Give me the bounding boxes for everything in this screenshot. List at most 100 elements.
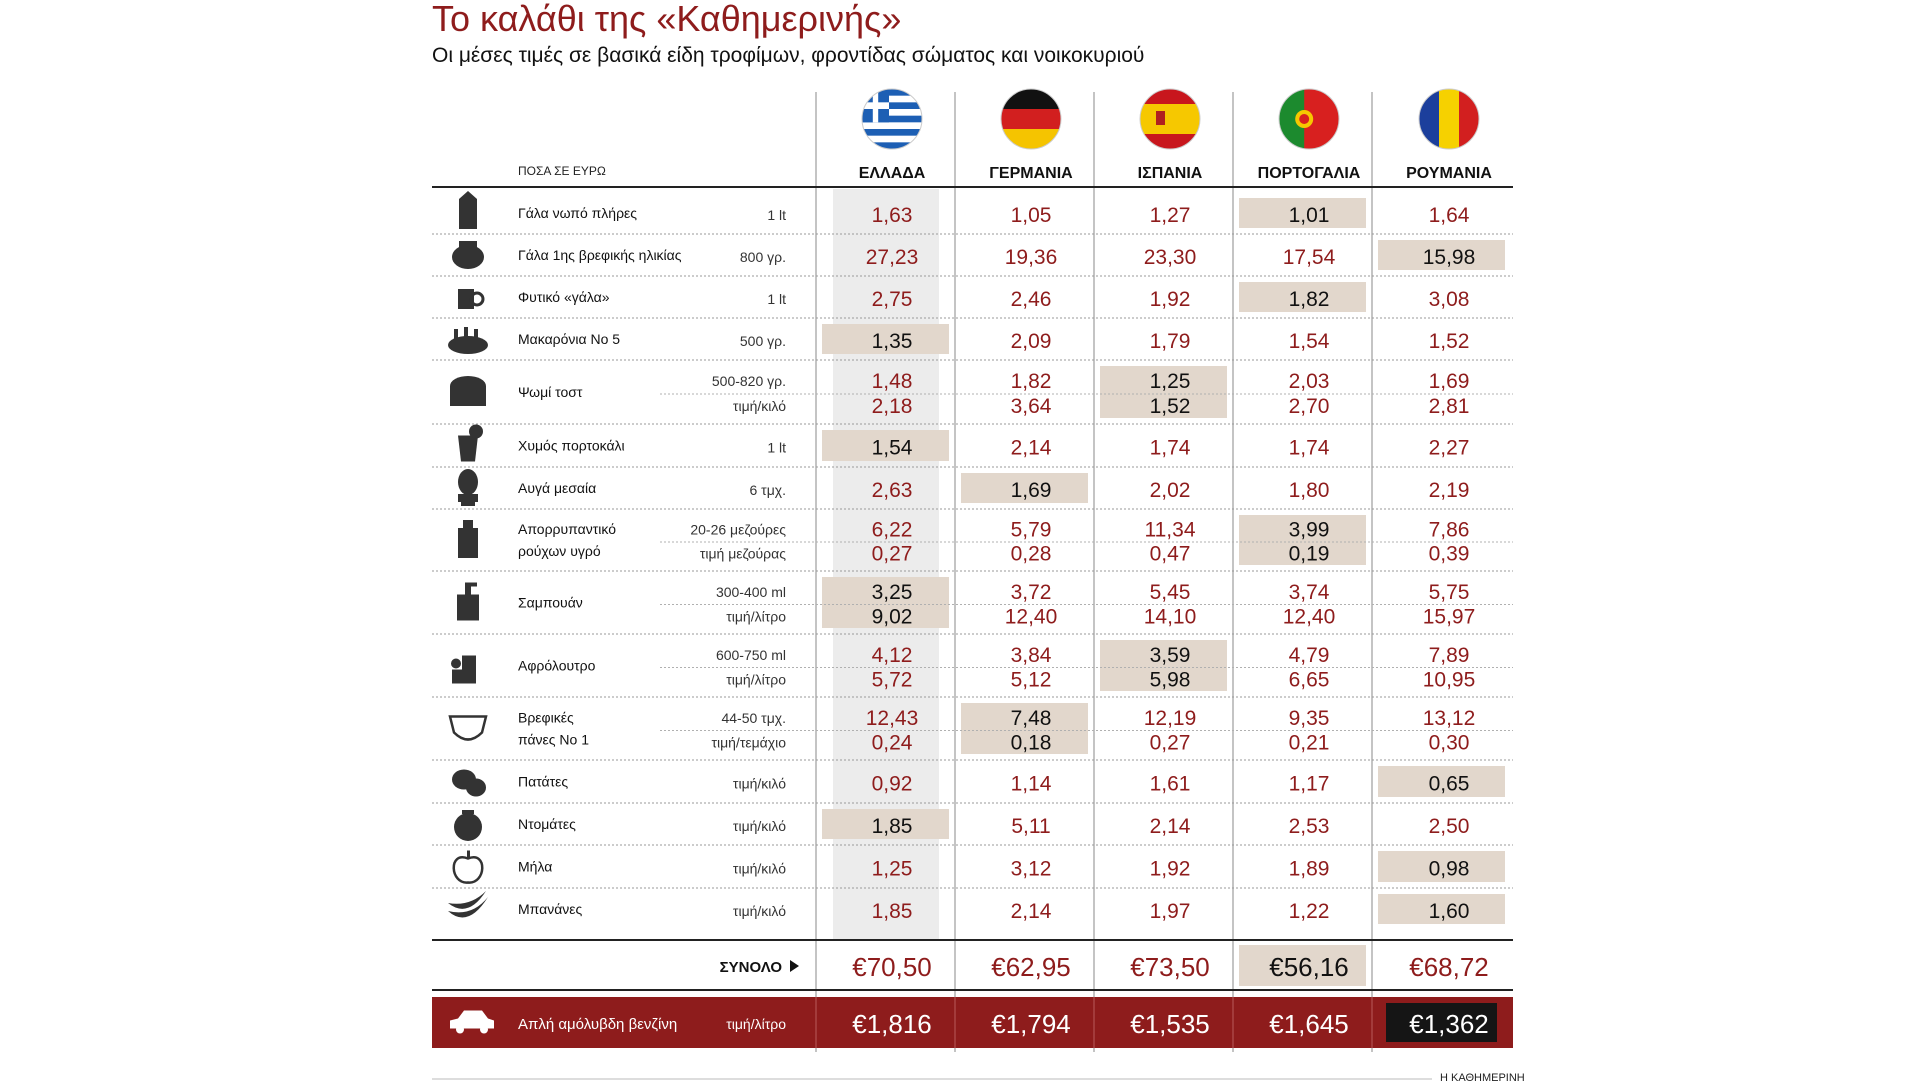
lowest-price-highlight xyxy=(1239,515,1366,565)
price-value: 1,25 xyxy=(872,858,913,881)
unit-label: τιμή μεζούρας xyxy=(700,546,786,562)
price-value: 2,63 xyxy=(872,479,913,502)
lowest-price-highlight xyxy=(1239,282,1366,312)
product-name: Γάλα νωπό πλήρες xyxy=(518,205,637,221)
price-value: 12,40 xyxy=(1005,605,1058,628)
price-value: 3,08 xyxy=(1429,288,1470,311)
price-value: 1,27 xyxy=(1150,204,1191,227)
price-value: 2,19 xyxy=(1429,479,1470,502)
unit-label: 44-50 τμχ. xyxy=(721,710,786,726)
diaper-icon xyxy=(448,715,488,741)
unit-label: τιμή/κιλό xyxy=(733,818,786,834)
price-value: 1,74 xyxy=(1150,437,1191,460)
total-value: €62,95 xyxy=(991,952,1071,982)
price-value: 1,60 xyxy=(1429,900,1470,923)
lowest-price-highlight xyxy=(1378,894,1505,924)
unit-label: 600-750 ml xyxy=(716,647,786,663)
price-value: 5,45 xyxy=(1150,581,1191,604)
price-value: 5,72 xyxy=(872,668,913,691)
lowest-price-highlight xyxy=(961,703,1088,754)
spain-flag-icon xyxy=(1139,88,1201,150)
country-name-1: ΓΕΡΜΑΝΙΑ xyxy=(989,165,1073,182)
egg-icon xyxy=(458,469,478,506)
unit-label: τιμή/λίτρο xyxy=(726,608,786,624)
price-value: 2,27 xyxy=(1429,437,1470,460)
price-value: 0,65 xyxy=(1429,773,1470,796)
unit-label: 20-26 μεζούρες xyxy=(690,521,786,537)
price-value: 1,05 xyxy=(1011,204,1052,227)
product-name: Μήλα xyxy=(518,859,552,875)
milk-carton-icon xyxy=(459,191,477,229)
shower-gel-icon xyxy=(451,655,476,684)
banana-icon xyxy=(448,891,488,918)
price-value: 19,36 xyxy=(1005,246,1058,269)
portugal-flag-icon xyxy=(1278,88,1340,150)
price-value: 27,23 xyxy=(866,246,919,269)
unit-label: 500-820 γρ. xyxy=(712,373,786,389)
lowest-price-highlight xyxy=(1239,198,1366,228)
price-value: 1,14 xyxy=(1011,773,1052,796)
price-value: 1,63 xyxy=(872,204,913,227)
price-value: 1,80 xyxy=(1289,479,1330,502)
price-value: 2,02 xyxy=(1150,479,1191,502)
unit-label: 800 γρ. xyxy=(740,249,786,265)
product-name: Μακαρόνια Νο 5 xyxy=(518,331,620,347)
germany-flag-icon xyxy=(1000,88,1062,150)
lowest-price-highlight xyxy=(1378,851,1505,882)
product-name: Σαμπουάν xyxy=(518,595,583,611)
unit-label: τιμή/κιλό xyxy=(733,398,786,414)
product-name: Απορρυπαντικό xyxy=(518,521,616,537)
product-name: Ντομάτες xyxy=(518,816,576,832)
lowest-price-highlight xyxy=(822,809,949,839)
fuel-lowest-highlight xyxy=(1386,1003,1497,1042)
price-value: 2,14 xyxy=(1011,900,1052,923)
price-value: 3,59 xyxy=(1150,644,1191,667)
price-value: 1,82 xyxy=(1011,370,1052,393)
price-value: 2,81 xyxy=(1429,395,1470,418)
unit-label: 300-400 ml xyxy=(716,584,786,600)
price-value: 1,92 xyxy=(1150,288,1191,311)
romania-flag-icon xyxy=(1418,88,1480,150)
product-name: Φυτικό «γάλα» xyxy=(518,289,610,305)
price-value: 3,99 xyxy=(1289,518,1330,541)
fuel-unit: τιμή/λίτρο xyxy=(726,1016,786,1032)
price-value: 5,75 xyxy=(1429,581,1470,604)
lowest-price-highlight xyxy=(822,577,949,628)
tomato-icon xyxy=(454,810,482,841)
unit-label: τιμή/κιλό xyxy=(733,903,786,919)
lowest-price-highlight xyxy=(822,324,949,354)
unit-label: τιμή/λίτρο xyxy=(726,671,786,687)
price-value: 1,52 xyxy=(1150,395,1191,418)
price-value: 1,54 xyxy=(872,437,913,460)
total-value: €73,50 xyxy=(1130,952,1210,982)
car-icon xyxy=(450,1010,494,1034)
price-value: 0,19 xyxy=(1289,543,1330,566)
chart-subtitle: Οι μέσες τιμές σε βασικά είδη τροφίμων, … xyxy=(432,44,1145,67)
price-value: 5,12 xyxy=(1011,668,1052,691)
price-value: 1,69 xyxy=(1429,370,1470,393)
product-name: πάνες Νο 1 xyxy=(518,732,589,748)
fuel-value: €1,362 xyxy=(1409,1009,1489,1039)
price-value: 1,61 xyxy=(1150,773,1191,796)
price-value: 12,43 xyxy=(866,707,919,730)
product-name: Πατάτες xyxy=(518,774,568,790)
chart-title: Το καλάθι της «Καθημερινής» xyxy=(432,0,902,39)
fuel-band xyxy=(432,997,1513,1048)
price-value: 12,19 xyxy=(1144,707,1197,730)
lowest-price-highlight xyxy=(1378,240,1505,270)
price-value: 0,27 xyxy=(1150,731,1191,754)
price-value: 2,09 xyxy=(1011,330,1052,353)
greece-flag-icon xyxy=(861,88,923,150)
source-credit: Η ΚΑΘΗΜΕΡΙΝΗ xyxy=(1440,1072,1525,1084)
country-name-2: ΙΣΠΑΝΙΑ xyxy=(1138,165,1203,182)
price-value: 3,12 xyxy=(1011,858,1052,881)
price-value: 9,02 xyxy=(872,605,913,628)
unit-label: 1 lt xyxy=(767,440,786,456)
fuel-value: €1,794 xyxy=(991,1009,1071,1039)
product-name: Ψωμί τοστ xyxy=(518,384,583,400)
product-name: Χυμός πορτοκάλι xyxy=(518,438,625,454)
price-value: 1,01 xyxy=(1289,204,1330,227)
fuel-label: Απλή αμόλυβδη βενζίνη xyxy=(518,1016,677,1033)
price-value: 2,70 xyxy=(1289,395,1330,418)
